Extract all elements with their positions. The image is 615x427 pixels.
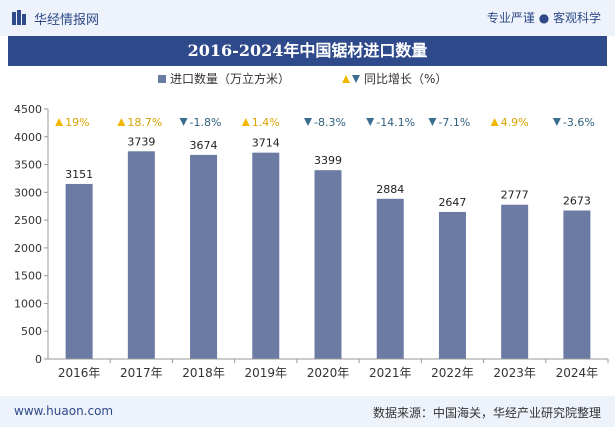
growth-label: -1.8% (190, 116, 222, 129)
growth-label: 4.9% (501, 116, 529, 129)
growth-labels: 19% 18.7% -1.8% 1.4% -8.3% -14.1% -7.1% 4.9% -3.… (55, 116, 595, 129)
bar (190, 154, 218, 359)
growth-down-triangle-icon (304, 118, 312, 126)
growth-up-triangle-icon (490, 118, 499, 126)
growth-label: 18.7% (127, 116, 162, 129)
bar (563, 210, 591, 359)
growth-label: -7.1% (438, 116, 470, 129)
x-tick-label: 2020年 (307, 366, 350, 380)
x-tick-label: 2023年 (493, 366, 536, 380)
bar-value-label: 3714 (252, 137, 280, 150)
website-url: www.huaon.com (14, 404, 114, 418)
growth-down-triangle-icon (552, 118, 561, 126)
bar-value-label: 2884 (376, 183, 404, 196)
y-tick-label: 1500 (14, 270, 42, 283)
legend-label-yoy-growth: 同比增长（%） (364, 72, 447, 86)
title-bar: 2016-2024年中国锯材进口数量 (8, 36, 607, 66)
bar-value-label: 3399 (314, 154, 342, 167)
bar (127, 151, 155, 359)
growth-down-triangle-icon (428, 118, 437, 126)
y-tick-label: 0 (35, 353, 42, 366)
x-tick-label: 2016年 (58, 366, 101, 380)
growth-up-triangle-icon (117, 118, 126, 126)
data-source: 数据来源：中国海关，华经产业研究院整理 (372, 406, 601, 420)
bar-value-label: 2673 (563, 195, 591, 208)
chart-legend: 进口数量（万立方米） 同比增长（%） (158, 71, 447, 86)
x-tick-label: 2022年 (431, 366, 474, 380)
y-tick-label: 500 (21, 325, 42, 338)
growth-up-triangle-icon (55, 118, 64, 126)
growth-up-triangle-icon (241, 118, 250, 126)
bar-value-label: 3674 (190, 139, 218, 152)
y-tick-label: 4000 (14, 131, 42, 144)
y-tick-label: 2000 (14, 242, 42, 255)
y-tick-label: 3500 (14, 159, 42, 172)
x-tick-label: 2019年 (245, 366, 288, 380)
bar-value-label: 2647 (438, 196, 466, 209)
bar-chart: 进口数量（万立方米） 同比增长（%） 0 500 1000 1500 2000 2500 3… (14, 71, 609, 380)
tagline: 专业严谨 ● 客观科学 (486, 11, 601, 25)
legend-label-import-volume: 进口数量（万立方米） (170, 71, 290, 86)
growth-label: -3.6% (563, 116, 595, 129)
growth-down-triangle-icon (179, 118, 188, 126)
x-tick-label: 2024年 (556, 366, 599, 380)
brand-name: 华经情报网 (34, 13, 100, 28)
growth-label: 19% (65, 116, 89, 129)
bar (501, 204, 529, 359)
bar (65, 183, 93, 359)
y-axis: 0 500 1000 1500 2000 2500 3000 3500 4000 4500 (14, 103, 49, 366)
legend-up-triangle-icon (342, 75, 350, 83)
y-tick-label: 3000 (14, 186, 42, 199)
bar-value-label: 3739 (127, 135, 155, 148)
bar (314, 170, 342, 359)
x-tick-label: 2017年 (120, 366, 163, 380)
y-tick-label: 1000 (14, 297, 42, 310)
huajing-logo-icon (12, 10, 26, 25)
bar (438, 211, 466, 359)
x-tick-label: 2021年 (369, 366, 412, 380)
legend-down-triangle-icon (352, 75, 360, 83)
bar-value-label: 3151 (65, 168, 93, 181)
growth-label: -8.3% (314, 116, 346, 129)
growth-label: 1.4% (252, 116, 280, 129)
x-tick-label: 2018年 (182, 366, 225, 380)
y-tick-label: 4500 (14, 103, 42, 116)
growth-label: -14.1% (376, 116, 415, 129)
x-axis: 2016年 2017年 2018年 2019年 2020年 2021年 2022年 2023年… (48, 358, 609, 380)
growth-down-triangle-icon (366, 118, 375, 126)
footer-bar: www.huaon.com 数据来源：中国海关，华经产业研究院整理 (0, 396, 615, 427)
bar-value-label: 2777 (501, 189, 529, 202)
bars: 3151 3739 3674 3714 3399 2884 2647 2777 2673 (65, 135, 591, 359)
bar (376, 198, 404, 359)
bar (252, 152, 280, 359)
legend-swatch-import-volume (158, 75, 166, 83)
y-tick-label: 2500 (14, 214, 42, 227)
header-bar: 华经情报网 专业严谨 ● 客观科学 (0, 0, 615, 36)
chart-title: 2016-2024年中国锯材进口数量 (187, 41, 428, 60)
